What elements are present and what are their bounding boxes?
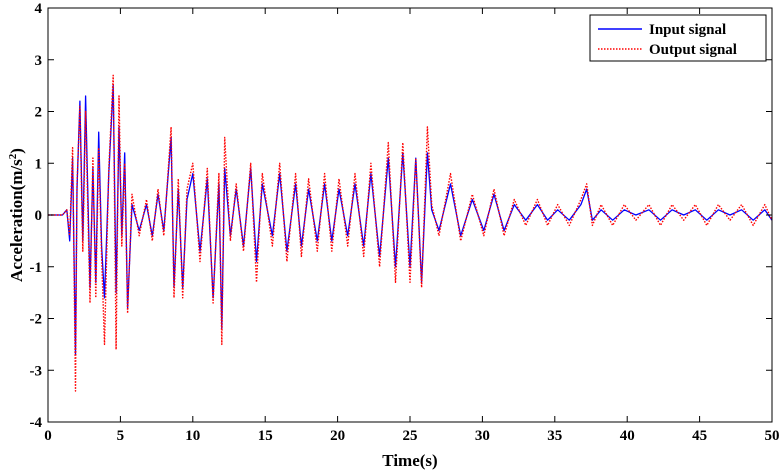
y-tick-label: -1 bbox=[30, 260, 43, 276]
y-tick-label: -3 bbox=[30, 363, 43, 379]
y-tick-label: 0 bbox=[35, 208, 43, 224]
y-tick-label: 2 bbox=[35, 105, 43, 121]
output-signal-line bbox=[48, 74, 773, 392]
signal-traces bbox=[48, 74, 773, 392]
x-tick-labels: 0 5 10 15 20 25 30 35 40 45 50 bbox=[44, 428, 779, 444]
y-tick-label: 3 bbox=[35, 53, 43, 69]
y-axis-label: Acceleration(m/s2) bbox=[7, 148, 26, 282]
y-axis-label-close: ) bbox=[7, 148, 26, 154]
x-tick-label: 10 bbox=[185, 428, 200, 444]
y-axis-label-superscript: 2 bbox=[7, 153, 19, 159]
x-tick-label: 30 bbox=[475, 428, 490, 444]
y-tick-label: 1 bbox=[35, 156, 43, 172]
plot-frame bbox=[47, 7, 773, 423]
x-tick-label: 25 bbox=[403, 428, 418, 444]
y-tick-label: -2 bbox=[30, 312, 43, 328]
x-tick-label: 50 bbox=[765, 428, 780, 444]
x-tick-label: 5 bbox=[117, 428, 125, 444]
y-tick-label: -4 bbox=[30, 415, 43, 431]
x-tick-label: 0 bbox=[44, 428, 52, 444]
y-tick-label: 4 bbox=[35, 1, 43, 17]
x-axis-label: Time(s) bbox=[382, 451, 437, 470]
x-tick-label: 15 bbox=[258, 428, 273, 444]
x-tick-label: 40 bbox=[620, 428, 635, 444]
legend-box bbox=[589, 14, 767, 62]
x-tick-label: 20 bbox=[330, 428, 345, 444]
legend-input-label: Input signal bbox=[649, 22, 726, 38]
x-tick-label: 35 bbox=[547, 428, 562, 444]
legend: Input signal Output signal bbox=[589, 14, 767, 62]
plot-area bbox=[48, 8, 772, 422]
x-tick-label: 45 bbox=[692, 428, 707, 444]
y-axis-label-main: Acceleration(m/s bbox=[7, 159, 26, 282]
y-tick-labels: 4 3 2 1 0 -1 -2 -3 -4 bbox=[30, 1, 43, 431]
legend-output-label: Output signal bbox=[649, 42, 737, 58]
